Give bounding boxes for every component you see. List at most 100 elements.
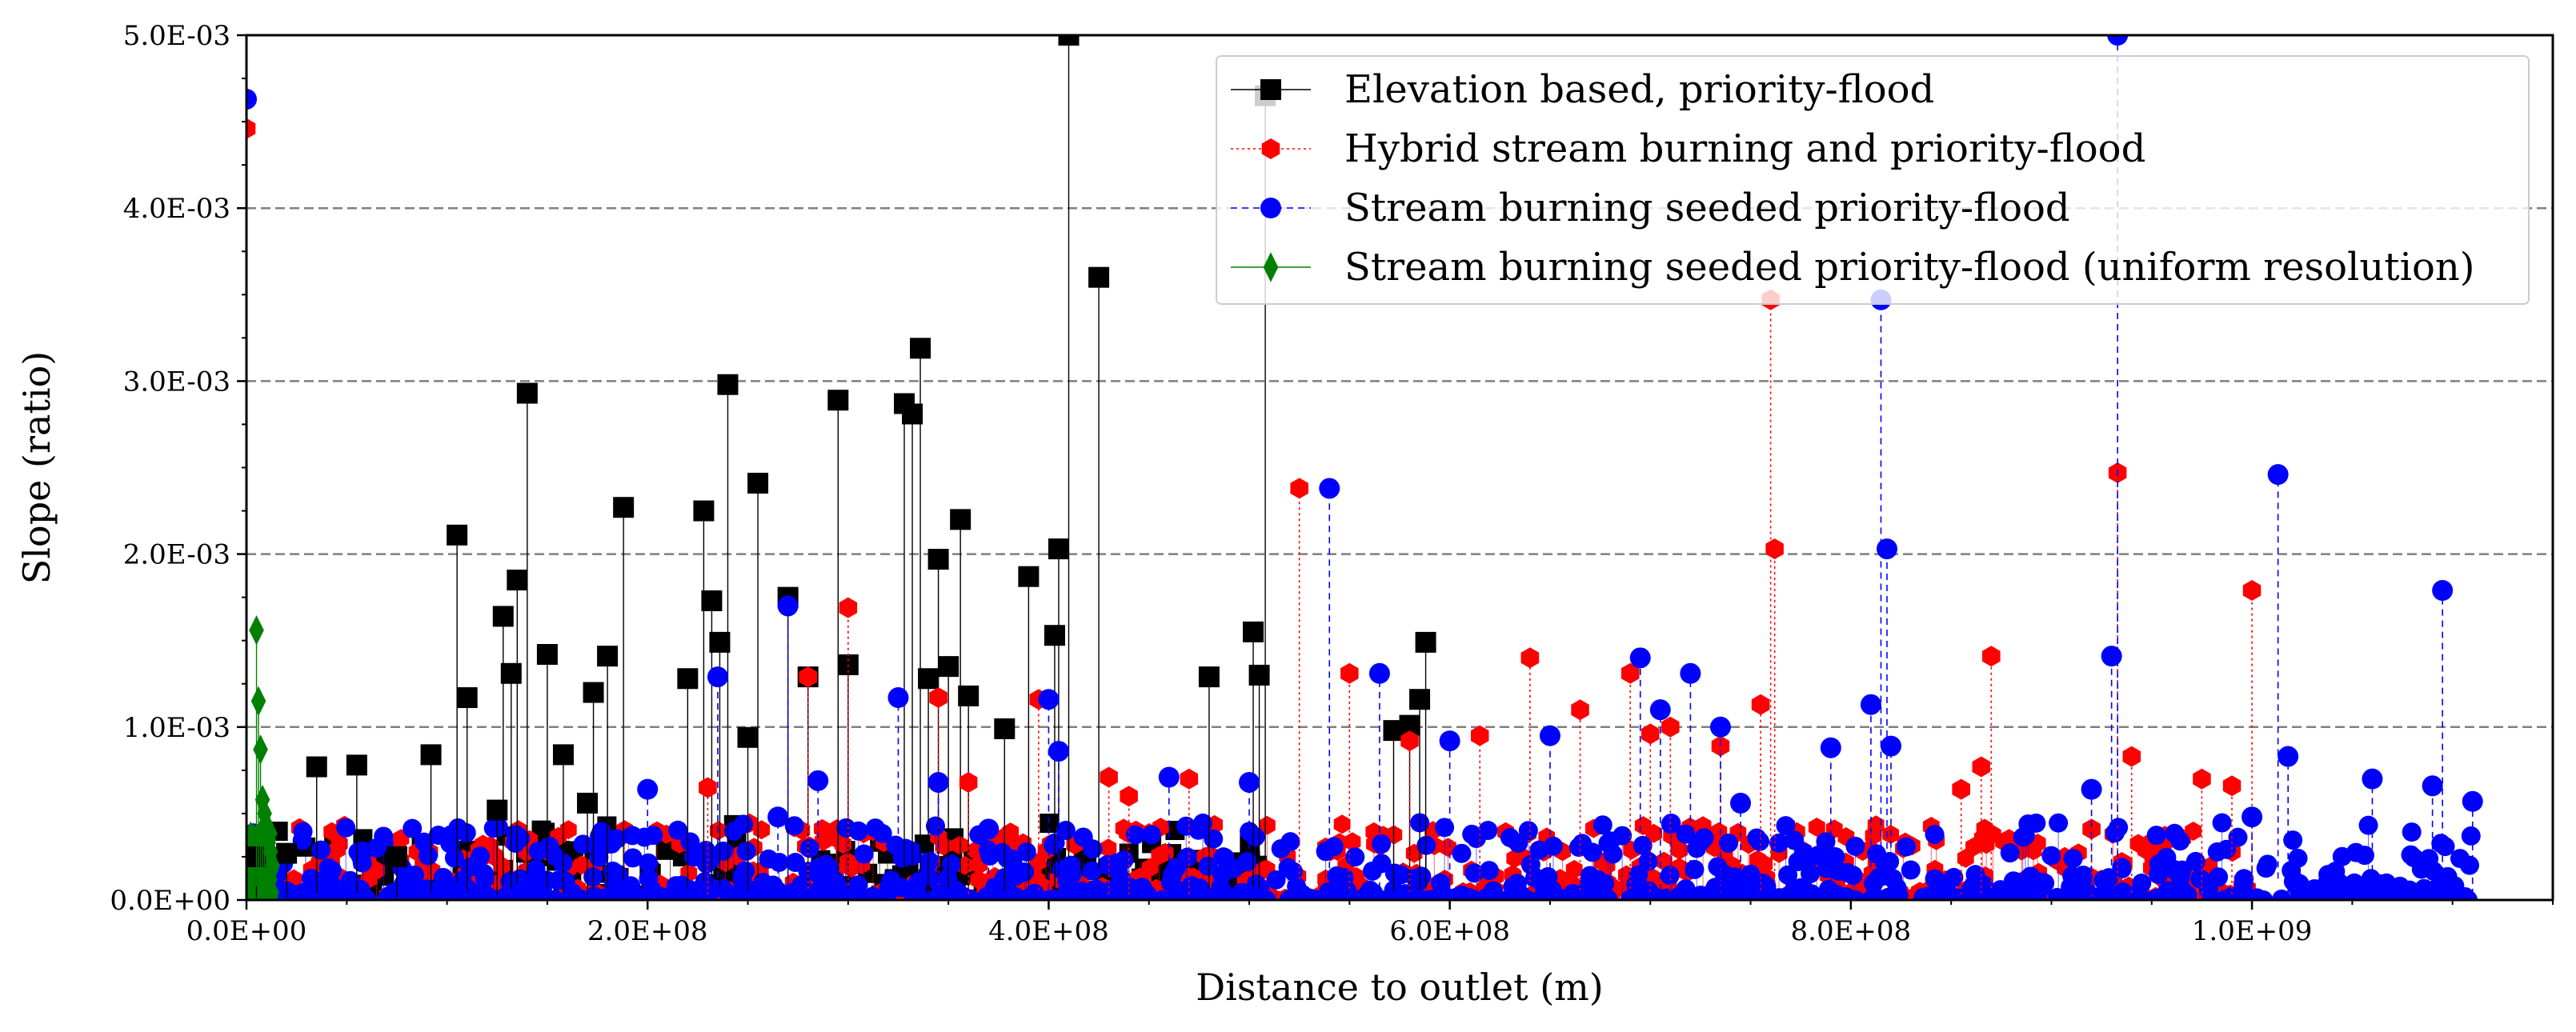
dense-point [1867,844,1887,864]
data-point [1641,723,1660,745]
dense-point [985,878,1005,898]
dense-point [2000,843,2020,863]
data-point [2081,778,2102,800]
dense-point [1345,847,1365,867]
data-point [1880,735,1901,757]
dense-point [1925,825,1945,845]
dense-point [1024,883,1044,900]
dense-point [2401,845,2421,865]
dense-point [414,832,434,852]
dense-point [456,823,476,843]
dense-point [1753,874,1773,894]
data-point [1400,730,1419,752]
dense-point [2354,883,2374,900]
legend-marker [1261,138,1280,159]
dense-point [528,841,548,861]
dense-point [1477,890,1497,900]
data-point [737,726,759,748]
dense-point [403,818,423,838]
dense-point [879,877,899,897]
dense-point [1708,857,1728,877]
dense-point [828,878,848,898]
data-point [827,390,849,411]
x-tick-label: 4.0E+08 [988,915,1109,947]
dense-point [848,821,868,841]
dense-point [992,842,1012,862]
data-point [777,595,799,617]
dense-point [1237,852,1257,872]
dense-point [506,833,526,853]
dense-point [1316,842,1336,862]
dense-point [1976,818,1993,838]
dense-point [1838,890,1858,900]
series-1 [246,118,2262,897]
x-tick-label: 1.0E+09 [2192,915,2313,947]
dense-point [368,861,385,881]
dense-point [1621,890,1641,900]
data-point [552,744,574,766]
dense-point [2461,826,2481,846]
data-point [597,646,619,667]
dense-point [1479,861,1499,881]
dense-point [806,882,826,900]
data-point [699,777,717,798]
dense-point [1977,834,1995,854]
dense-point [2128,882,2148,900]
dense-point [919,851,939,871]
dense-point [1638,851,1658,871]
data-point [487,799,508,821]
data-point [1471,725,1489,746]
data-point [2193,768,2211,790]
data-point [1876,538,1897,560]
dense-point [931,872,951,892]
data-point [959,772,978,793]
data-point [994,718,1016,739]
data-point [1180,768,1199,790]
dense-point [2112,858,2132,878]
dense-point [1870,890,1890,900]
data-point [1409,689,1431,710]
dense-point [1160,873,1180,893]
dense-point [1896,837,1916,857]
dense-point [323,822,341,842]
dense-point [1435,818,1455,838]
dense-point [1040,814,1060,834]
dense-point [2283,871,2303,891]
dense-point [1405,868,1425,888]
data-point [2107,35,2129,46]
dense-point [1266,870,1286,890]
dense-point [2459,855,2479,875]
data-point [1711,735,1730,757]
dense-point [246,823,261,852]
data-point [2362,768,2383,790]
dense-point [1749,850,1766,870]
dense-point [1639,881,1659,900]
data-point [246,118,256,139]
dense-point [2358,815,2378,835]
data-point [717,374,739,395]
dense-point [500,871,520,891]
data-point [2432,580,2454,602]
dense-point [322,860,342,880]
data-point [1120,786,1138,807]
legend: Elevation based, priority-flood Hybrid st… [1216,55,2530,305]
dense-point [742,890,762,900]
dense-point [1016,842,1036,862]
dense-point [1963,877,1983,897]
y-tick-label: 5.0E-03 [123,20,230,52]
legend-marker [1260,79,1281,100]
dense-point [1565,859,1583,879]
dense-point [680,832,700,852]
y-tick-label: 1.0E-03 [123,712,230,744]
data-point [958,685,980,706]
dense-point [2015,826,2035,846]
data-point [799,666,817,688]
dense-point [1901,860,1921,880]
data-point [492,606,514,627]
dense-point [463,886,483,900]
dense-point [293,822,313,842]
dense-point [1073,827,1093,847]
dense-point [695,872,715,892]
dense-point [1526,868,1546,888]
dense-point [1837,862,1857,882]
